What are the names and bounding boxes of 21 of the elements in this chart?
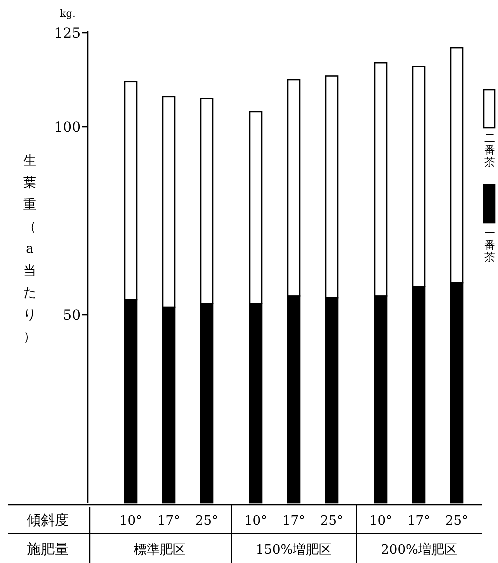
x-tick-label: 25° [195, 514, 219, 529]
text: kg. [60, 9, 76, 20]
text: 傾斜度 [27, 513, 69, 529]
text: 生葉重（a当たり） [24, 154, 36, 345]
x-tick-label: 17° [407, 514, 431, 529]
text: 施肥量 [27, 542, 69, 558]
y-tick-label: 100 [54, 120, 81, 136]
x-tick-label: 10° [119, 514, 143, 529]
text: 標準肥区 [134, 543, 186, 558]
text: 200%増肥区 [381, 542, 458, 558]
x-tick-label: 17° [282, 514, 306, 529]
x-tick-label: 25° [445, 514, 469, 529]
y-tick-label: 50 [63, 308, 81, 324]
legend: 二番茶 一番茶 [483, 89, 496, 264]
x-tick-label: 10° [244, 514, 268, 529]
series-label: 二番茶 [484, 132, 496, 169]
x-tick-label: 25° [320, 514, 344, 529]
text: 150%増肥区 [256, 542, 332, 558]
y-tick-label: 125 [54, 26, 81, 42]
x-tick-label: 10° [369, 514, 393, 529]
x-tick-label: 17° [157, 514, 181, 529]
